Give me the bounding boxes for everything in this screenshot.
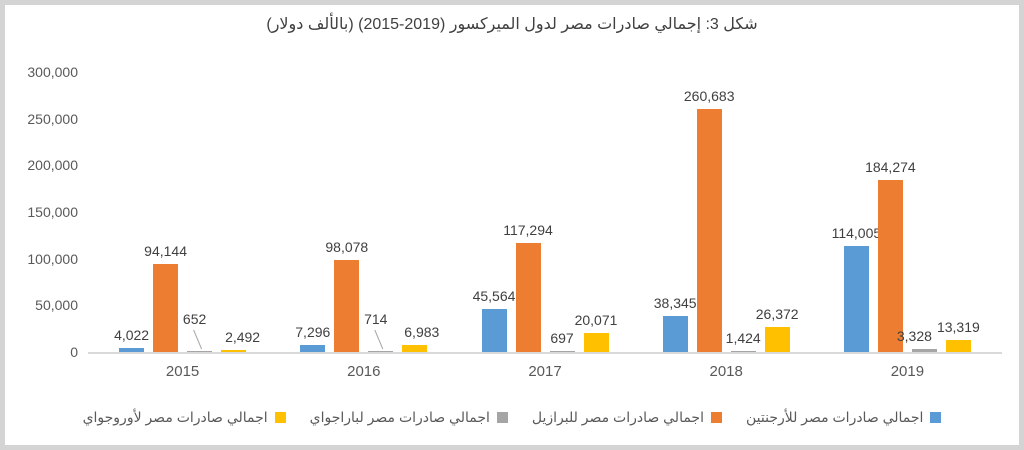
bar-brazil-2017 [515,242,541,352]
x-axis-line [88,352,1002,354]
y-axis-tick-label: 50,000 [35,297,78,314]
legend-label-argentina: اجمالي صادرات مصر للأرجنتين [745,409,924,425]
bar-value-label: 6,983 [404,324,440,341]
bar-value-label: 184,274 [865,159,916,175]
legend-label-paraguay: اجمالي صادرات مصر لباراجواي [309,409,490,425]
legend-swatch-paraguay [496,412,508,423]
x-axis-label-2019: 2019 [890,363,925,380]
bar-value-label: 260,683 [683,87,735,104]
x-axis-label-2015: 2015 [165,363,200,380]
x-axis-label-2016: 2016 [347,363,381,380]
bar-uruguay-2019 [945,339,971,352]
bar-uruguay-2015 [221,349,247,352]
bar-value-label: 2,492 [225,328,261,345]
y-axis-tick-label: 200,000 [27,157,78,174]
bar-paraguay-2019 [911,348,937,352]
bar-paraguay-2015 [187,351,213,352]
y-axis-tick-label: 100,000 [27,250,78,267]
bar-argentina-2017 [481,309,507,352]
bar-value-label: 697 [550,330,574,346]
y-axis-tick-label: 250,000 [27,110,78,127]
x-axis-label-2018: 2018 [709,363,743,380]
legend-item-brazil: اجمالي صادرات مصر للبرازيل [532,409,722,426]
bar-argentina-2016 [300,345,326,352]
legend-swatch-uruguay [274,412,286,423]
y-axis-tick-label: 0 [70,344,78,360]
bar-argentina-2019 [843,245,869,352]
bar-value-label: 3,328 [896,327,932,344]
bar-value-label: 652 [182,311,207,327]
bar-value-label: 20,071 [574,312,618,329]
bar-brazil-2015 [153,264,179,352]
bar-value-label: 7,296 [295,324,331,341]
bar-paraguay-2018 [730,350,756,352]
x-axis-label-2017: 2017 [528,363,562,380]
y-axis-tick-label: 300,000 [27,64,78,80]
bar-value-label: 114,005 [831,224,882,241]
bar-uruguay-2018 [764,327,790,352]
bar-value-label: 117,294 [503,221,553,238]
y-axis-tick-label: 150,000 [27,204,78,220]
bar-value-label: 1,424 [725,329,761,346]
chart-title: شكل 3: إجمالي صادرات مصر لدول الميركسور … [266,16,758,33]
bar-value-label: 4,022 [114,327,150,344]
bar-brazil-2016 [334,260,360,352]
legend-swatch-brazil [710,412,722,423]
bar-brazil-2018 [696,108,722,352]
legend-swatch-argentina [930,412,942,423]
legend: اجمالي صادرات مصر للأرجنتين اجمالي صادرات… [5,409,1019,426]
bar-argentina-2015 [119,348,145,352]
bar-value-label: 45,564 [472,288,516,305]
legend-item-uruguay: اجمالي صادرات مصر لأوروجواي [83,409,286,426]
legend-label-uruguay: اجمالي صادرات مصر لأوروجواي [82,409,268,425]
legend-item-argentina: اجمالي صادرات مصر للأرجنتين [745,409,942,426]
bar-value-label: 26,372 [755,306,799,323]
bar-value-label: 98,078 [325,239,369,256]
legend-label-brazil: اجمالي صادرات مصر للبرازيل [531,409,704,425]
bar-uruguay-2017 [583,333,609,352]
bar-uruguay-2016 [402,345,428,352]
bar-brazil-2019 [877,180,903,352]
legend-item-paraguay: اجمالي صادرات مصر لباراجواي [310,409,508,426]
bar-paraguay-2016 [368,351,394,352]
bar-paraguay-2017 [549,351,575,352]
bar-argentina-2018 [662,316,688,352]
bar-value-label: 94,144 [144,243,187,260]
bar-value-label: 13,319 [936,318,980,335]
bar-value-label: 38,345 [653,295,697,312]
chart-canvas: شكل 3: إجمالي صادرات مصر لدول الميركسور … [5,5,1019,445]
bar-value-label: 714 [364,311,388,327]
